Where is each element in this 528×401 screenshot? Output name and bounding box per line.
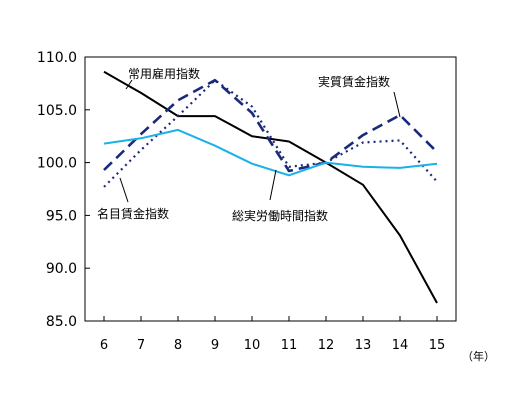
ann-nom-leader (119, 177, 129, 203)
ann-emp-label: 常用雇用指数 (128, 66, 200, 81)
y-tick-label: 95.0 (46, 208, 77, 224)
x-tick-label: 9 (211, 338, 219, 353)
x-tick-label: 8 (174, 338, 182, 353)
series-layer (103, 70, 438, 304)
y-axis-ticks: 85.0 90.0 95.0 100.0 105.0 110.0 (37, 50, 90, 330)
ann-real-label: 実質賃金指数 (318, 74, 390, 89)
y-tick-label: 85.0 (46, 314, 77, 330)
y-tick-label: 90.0 (46, 261, 77, 277)
x-tick-label: 12 (318, 338, 335, 353)
ann-hrs-leader (269, 169, 277, 201)
series-line-2 (103, 79, 438, 188)
x-tick-label: 10 (244, 338, 261, 353)
series-line-3 (103, 128, 438, 177)
x-tick-label: 7 (137, 338, 145, 353)
annotations: 常用雇用指数 実質賃金指数 名目賃金指数 総実労働時間指数 (97, 66, 401, 223)
y-tick-label: 100.0 (37, 156, 77, 172)
series-line-1 (103, 78, 438, 173)
x-unit-label: （年） (462, 349, 495, 363)
y-tick-label: 105.0 (37, 103, 77, 119)
y-tick-label: 110.0 (37, 50, 77, 66)
ann-emp-leader (125, 79, 133, 90)
ann-nom-label: 名目賃金指数 (97, 206, 169, 221)
x-tick-label: 13 (355, 338, 372, 353)
x-tick-label: 14 (392, 338, 409, 353)
ann-hrs-label: 総実労働時間指数 (232, 208, 328, 223)
x-tick-label: 6 (100, 338, 108, 353)
ann-real-leader (393, 91, 401, 118)
x-tick-label: 11 (281, 338, 298, 353)
plot-frame (84, 56, 457, 322)
x-axis-ticks: 6 7 8 9 10 11 12 13 14 15 (100, 316, 445, 353)
series-line-0 (103, 70, 438, 304)
x-tick-label: 15 (429, 338, 446, 353)
